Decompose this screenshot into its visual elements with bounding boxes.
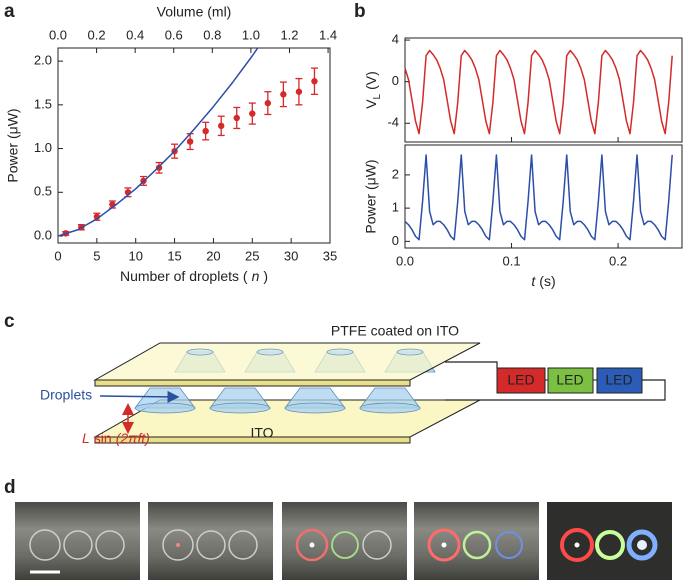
x-tick-label: 0.2 — [609, 253, 627, 268]
photo — [547, 502, 672, 580]
x2-tick-label: 1.2 — [280, 27, 298, 42]
motion-part: L — [82, 430, 90, 446]
motion-part: sin — [94, 430, 112, 446]
y-tick-label: 1.5 — [34, 96, 52, 111]
plot-frame — [404, 37, 683, 143]
y-tick-label: 2.0 — [34, 53, 52, 68]
y-tick-label: 0.0 — [34, 227, 52, 242]
x-tick-label: 30 — [284, 248, 298, 263]
x-tick-label: 20 — [206, 248, 220, 263]
led-label: LED — [605, 372, 632, 388]
x-tick-label: 10 — [128, 248, 142, 263]
x-tick-label: 15 — [167, 248, 181, 263]
panel-label: d — [4, 477, 16, 498]
data-point — [280, 91, 287, 98]
axis-label-part: t — [531, 273, 536, 289]
motion-part: (2πft) — [116, 430, 150, 446]
data-point — [249, 110, 256, 117]
led-label: LED — [507, 372, 534, 388]
bottom-plate-label: ITO — [250, 425, 273, 441]
data-point — [233, 114, 240, 122]
y-tick-label: 4 — [392, 32, 399, 47]
x2-tick-label: 0.4 — [126, 27, 144, 42]
x-tick-label: 0.1 — [502, 253, 520, 268]
data-point — [295, 88, 303, 95]
y-tick-label: 1 — [392, 200, 399, 215]
plate-edge — [94, 379, 411, 387]
axis-label: t (s) — [531, 273, 555, 289]
x-tick-label: 5 — [93, 248, 100, 263]
data-point — [311, 78, 318, 85]
photo — [414, 502, 539, 580]
axis-label: Power (μW) — [363, 159, 379, 233]
x2-tick-label: 0.0 — [49, 27, 67, 42]
x2-tick-label: 1.0 — [242, 27, 260, 42]
wire — [445, 379, 666, 401]
top-plate-label: PTFE coated on ITO — [331, 323, 459, 339]
photo — [282, 502, 407, 580]
y-tick-label: 2 — [392, 166, 399, 181]
top-plate — [93, 342, 481, 381]
x2-tick-label: 0.2 — [88, 27, 106, 42]
device-diagram: LED LED LED PTFE coated on ITO ITO Dropl… — [40, 323, 666, 446]
axis-label: Volume (ml) — [157, 4, 232, 20]
axis-label-part: n — [252, 268, 260, 284]
axis-label: VL (V) — [363, 71, 383, 109]
x-tick-label: 0.0 — [396, 253, 414, 268]
axis-label-part: Number of droplets ( — [120, 268, 248, 284]
droplet-tops — [186, 348, 424, 356]
axis-label-part: V — [363, 99, 379, 109]
photos — [15, 502, 672, 580]
y-tick-label: 1.0 — [34, 140, 52, 155]
data-point — [155, 164, 163, 171]
led-label: LED — [556, 372, 583, 388]
x2-tick-label: 1.4 — [319, 27, 337, 42]
panel-label: b — [354, 1, 366, 22]
data-point — [264, 99, 272, 107]
photo — [148, 502, 273, 580]
photo — [15, 502, 140, 580]
axis-label: Power (μW) — [5, 108, 21, 182]
x2-tick-label: 0.8 — [203, 27, 221, 42]
data-point — [186, 138, 194, 145]
axis-label-part: (V) — [363, 71, 379, 90]
data-line — [404, 154, 673, 241]
plot-frame — [404, 144, 683, 249]
data-point — [202, 127, 209, 135]
plot-frame — [57, 47, 331, 244]
y-tick-label: 0 — [392, 73, 399, 88]
y-tick-label: 0.5 — [34, 184, 52, 199]
data-line — [58, 48, 259, 237]
x-tick-label: 35 — [323, 248, 337, 263]
axis-label-part: (s) — [539, 273, 555, 289]
y-tick-label: -4 — [387, 115, 399, 130]
led-blue — [596, 367, 643, 394]
panel-label: c — [4, 311, 15, 332]
y-tick-label: 0 — [392, 233, 399, 248]
x-tick-label: 25 — [245, 248, 259, 263]
axis-label-part: L — [372, 93, 383, 99]
led-green — [547, 367, 594, 394]
droplets-label: Droplets — [40, 387, 92, 403]
panel-label: a — [4, 1, 15, 22]
led-red — [496, 367, 546, 394]
wire — [445, 361, 498, 368]
axis-label-part: ) — [263, 268, 268, 284]
droplets-arrow — [99, 390, 180, 403]
axis-label: Number of droplets (n) — [120, 268, 268, 284]
x-tick-label: 0 — [54, 248, 61, 263]
data-line — [404, 49, 673, 135]
data-point — [218, 122, 225, 130]
x2-tick-label: 0.6 — [165, 27, 183, 42]
